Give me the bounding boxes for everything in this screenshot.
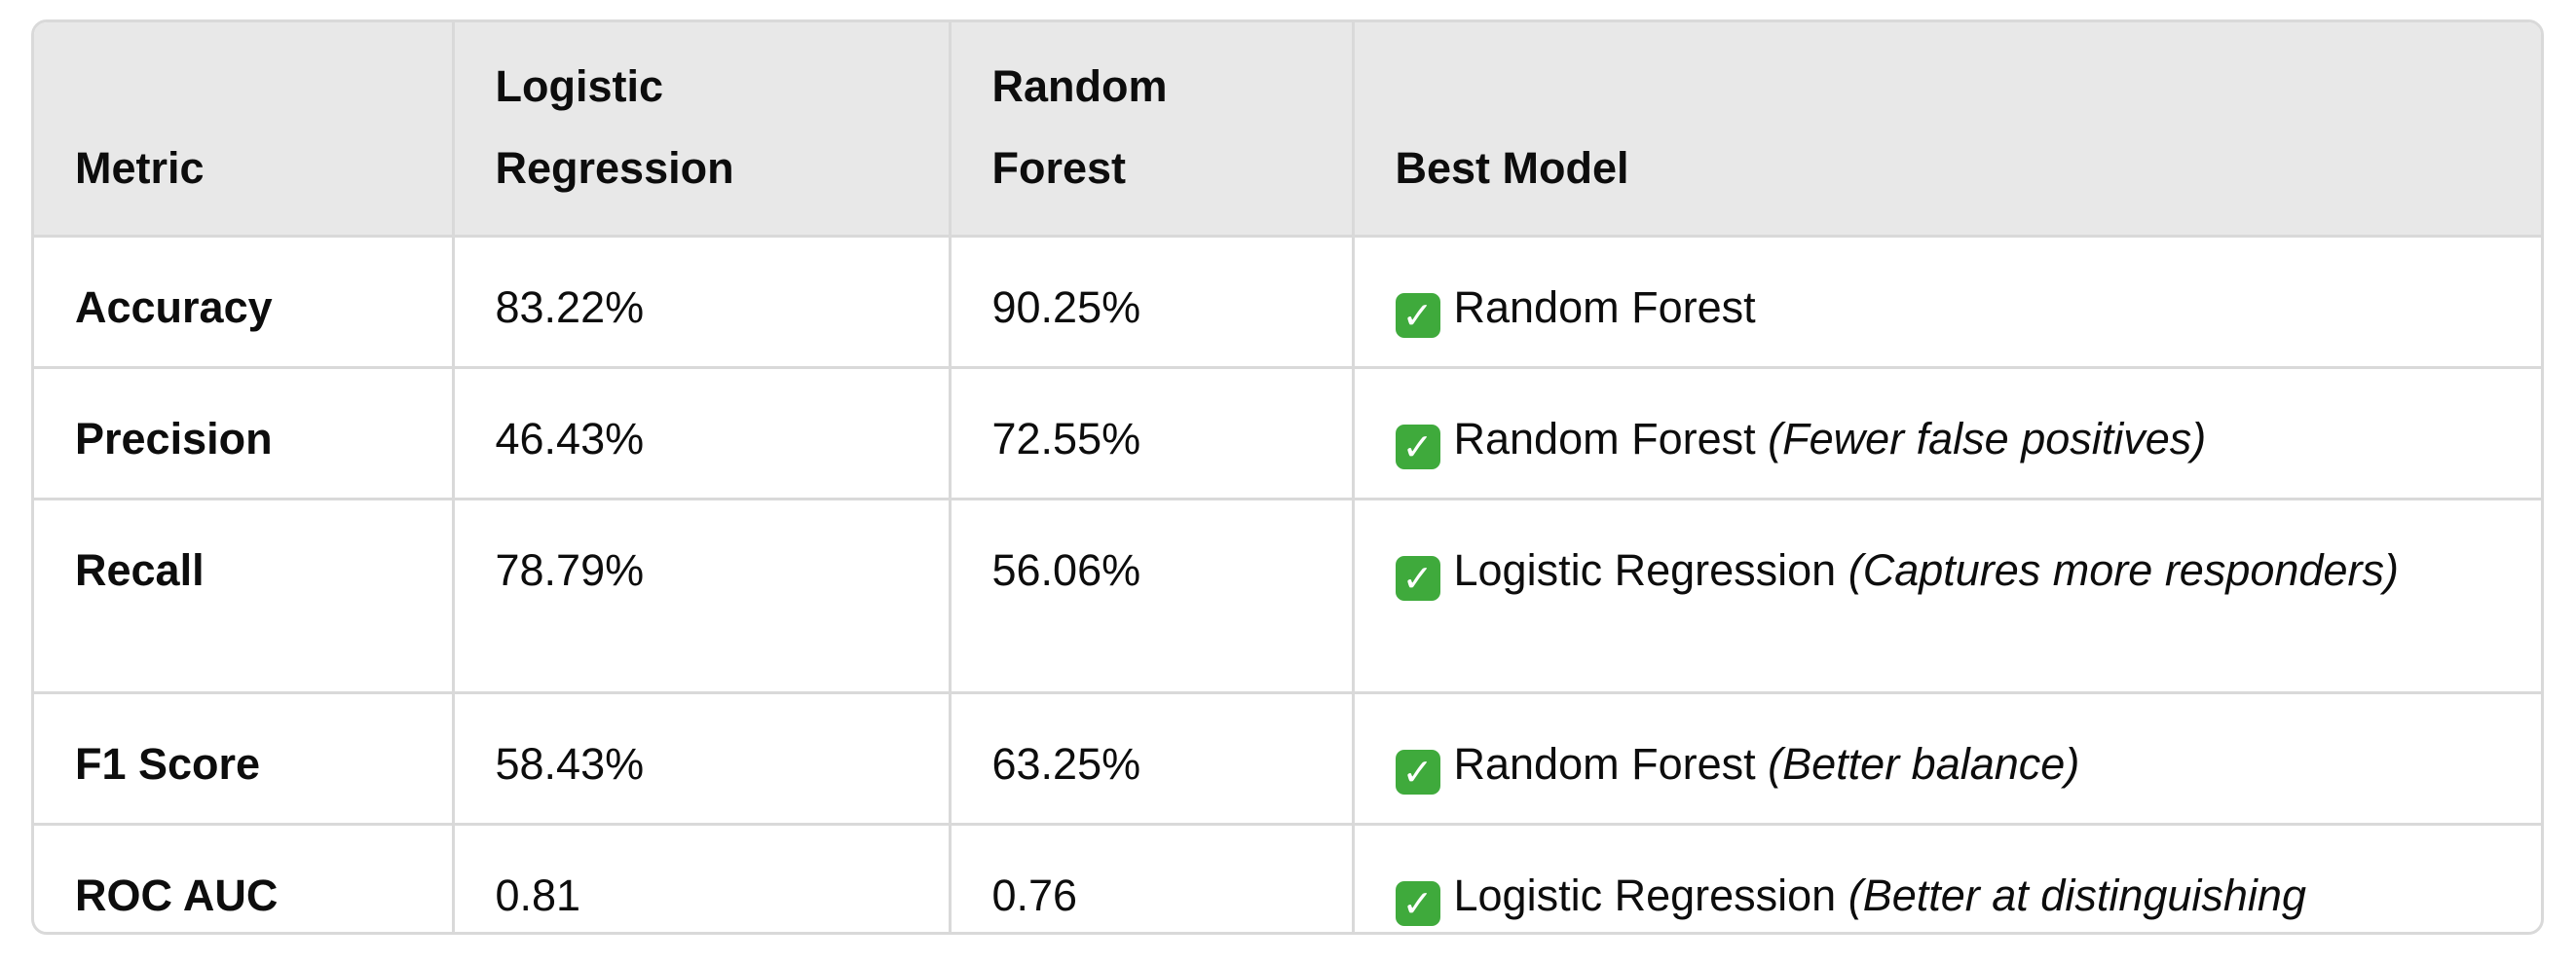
lr-value-cell: 0.81 <box>453 824 952 932</box>
header-metric: Metric <box>34 22 455 238</box>
best-model-note: (Better balance) <box>1768 739 2080 789</box>
check-mark-icon: ✓ <box>1395 425 1440 469</box>
best-model-cell: ✓ Random Forest <box>1353 236 2541 369</box>
lr-value-cell: 46.43% <box>453 367 952 500</box>
rf-value-cell: 63.25% <box>950 692 1355 826</box>
metric-cell: Accuracy <box>34 236 455 369</box>
table-row: Precision 46.43% 72.55% ✓ Random Forest (… <box>34 367 2541 500</box>
best-model-name: Logistic Regression <box>1453 870 1837 920</box>
check-mark-icon: ✓ <box>1395 293 1440 338</box>
lr-value-cell: 78.79% <box>453 499 952 694</box>
best-model-cell: ✓ Logistic Regression (Captures more resp… <box>1353 499 2541 694</box>
table-row: F1 Score 58.43% 63.25% ✓ Random Forest (B… <box>34 692 2541 826</box>
metric-cell: Precision <box>34 367 455 500</box>
header-best-model: Best Model <box>1353 22 2541 238</box>
best-model-cell: ✓ Random Forest (Fewer false positives) <box>1353 367 2541 500</box>
metric-cell: ROC AUC Score <box>34 824 455 932</box>
best-model-name: Logistic Regression <box>1453 545 1837 595</box>
metric-cell: Recall <box>34 499 455 694</box>
lr-value-cell: 58.43% <box>453 692 952 826</box>
check-mark-icon: ✓ <box>1395 881 1440 926</box>
best-model-cell: ✓ Random Forest (Better balance) <box>1353 692 2541 826</box>
best-model-name: Random Forest <box>1453 282 1756 332</box>
table-row: Recall 78.79% 56.06% ✓ Logistic Regressio… <box>34 499 2541 694</box>
best-model-cell: ✓ Logistic Regression (Better at distingu… <box>1353 825 2541 933</box>
lr-value-cell: 83.22% <box>453 236 952 369</box>
best-model-note: (Captures more responders) <box>1848 545 2399 595</box>
best-model-note: (Better at distinguishing responders) <box>1848 870 2306 920</box>
comparison-table-container: Metric Logistic Regression Random Forest… <box>31 19 2544 935</box>
table-row: ROC AUC Score 0.81 0.76 ✓ Logistic Regres… <box>34 824 2541 933</box>
best-model-name: Random Forest <box>1453 414 1756 463</box>
model-comparison-table: Metric Logistic Regression Random Forest… <box>34 22 2541 933</box>
best-model-name: Random Forest <box>1453 739 1756 789</box>
table-header-row: Metric Logistic Regression Random Forest… <box>34 22 2541 238</box>
check-mark-icon: ✓ <box>1395 556 1440 601</box>
metric-cell: F1 Score <box>34 692 455 826</box>
rf-value-cell: 0.76 <box>950 824 1355 932</box>
rf-value-cell: 56.06% <box>950 499 1355 694</box>
rf-value-cell: 90.25% <box>950 236 1355 369</box>
best-model-note: (Fewer false positives) <box>1768 414 2207 463</box>
header-random-forest: Random Forest <box>950 22 1355 238</box>
rf-value-cell: 72.55% <box>950 367 1355 500</box>
check-mark-icon: ✓ <box>1395 750 1440 795</box>
header-logistic-regression: Logistic Regression <box>453 22 952 238</box>
table-row: Accuracy 83.22% 90.25% ✓ Random Forest <box>34 236 2541 369</box>
